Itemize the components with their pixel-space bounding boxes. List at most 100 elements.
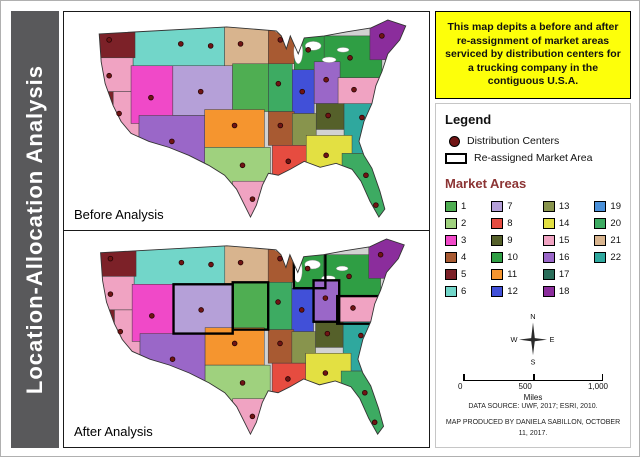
market-area-swatch xyxy=(542,286,555,297)
market-area-swatch xyxy=(445,286,457,297)
sidebar-title-bar: Location-Allocation Analysis xyxy=(11,11,59,448)
scale-unit-label: Miles xyxy=(523,393,543,402)
legend-panel: Legend Distribution Centers Re-assigned … xyxy=(435,103,631,448)
description-box: This map depits a before and after re-as… xyxy=(435,11,631,99)
compass-west-label: W xyxy=(511,335,518,344)
after-map-canvas xyxy=(66,233,427,445)
legend-title: Legend xyxy=(445,112,492,127)
before-map-panel: Before Analysis xyxy=(63,11,430,231)
market-area-item: 19 xyxy=(594,198,621,215)
compass-rose-icon: N W E S xyxy=(511,312,555,366)
market-area-number: 20 xyxy=(610,218,621,229)
scale-tick xyxy=(533,374,535,380)
market-area-item: 20 xyxy=(594,215,621,232)
market-area-item: 10 xyxy=(491,249,518,266)
market-area-number: 10 xyxy=(507,252,518,263)
market-area-item: 5 xyxy=(445,266,466,283)
market-area-swatch xyxy=(594,218,607,229)
after-map-label: After Analysis xyxy=(74,424,153,439)
market-area-item: 21 xyxy=(594,232,621,249)
reassigned-area-icon xyxy=(445,152,467,164)
market-area-swatch xyxy=(445,269,457,280)
scale-label-500: 500 xyxy=(518,382,532,391)
market-area-item: 4 xyxy=(445,249,466,266)
market-area-number: 15 xyxy=(558,235,570,246)
scale-tick xyxy=(463,374,465,380)
market-area-swatch xyxy=(542,269,555,280)
market-area-number: 18 xyxy=(558,286,570,297)
before-map-canvas xyxy=(66,14,427,228)
market-area-number: 14 xyxy=(558,218,570,229)
compass-south-label: S xyxy=(531,357,536,366)
market-area-swatch xyxy=(445,252,457,263)
credit-source: DATA SOURCE: UWF, 2017; ESRI, 2010. xyxy=(468,402,598,410)
compass-north-label: N xyxy=(530,312,535,321)
market-area-item: 6 xyxy=(445,283,466,300)
market-areas-title: Market Areas xyxy=(445,176,527,191)
market-area-swatch xyxy=(542,252,555,263)
distribution-centers-label: Distribution Centers xyxy=(467,135,560,147)
market-area-number: 8 xyxy=(507,218,513,229)
scale-labels: 0 500 1,000 xyxy=(458,382,608,391)
market-area-number: 2 xyxy=(461,218,467,229)
market-area-item: 3 xyxy=(445,232,466,249)
market-area-swatch xyxy=(491,286,504,297)
reassigned-area-label: Re-assigned Market Area xyxy=(474,152,593,164)
market-area-item: 22 xyxy=(594,249,621,266)
credits-block: DATA SOURCE: UWF, 2017; ESRI, 2010. MAP … xyxy=(444,396,622,440)
market-area-item: 12 xyxy=(491,283,518,300)
market-area-item: 11 xyxy=(491,266,518,283)
market-area-item: 18 xyxy=(542,283,570,300)
market-area-swatch xyxy=(542,218,555,229)
poster-title: Location-Allocation Analysis xyxy=(22,64,47,395)
market-area-swatch xyxy=(542,201,555,212)
market-area-swatch xyxy=(491,201,504,212)
market-area-number: 6 xyxy=(461,286,467,297)
market-area-number: 4 xyxy=(461,252,467,263)
market-area-number: 16 xyxy=(558,252,570,263)
market-area-number: 17 xyxy=(558,269,570,280)
scale-bar: 0 500 1,000 Miles xyxy=(458,374,608,402)
after-map-panel: After Analysis xyxy=(63,230,430,448)
market-area-number: 1 xyxy=(461,201,467,212)
market-area-number: 5 xyxy=(461,269,467,280)
market-area-item: 14 xyxy=(542,215,570,232)
market-area-number: 21 xyxy=(610,235,621,246)
market-area-swatch xyxy=(445,235,457,246)
scale-label-0: 0 xyxy=(458,382,463,391)
market-area-number: 11 xyxy=(507,269,518,280)
legend-row-reassigned: Re-assigned Market Area xyxy=(445,152,621,164)
market-area-swatch xyxy=(594,252,607,263)
market-area-number: 19 xyxy=(610,201,621,212)
scale-label-1000: 1,000 xyxy=(587,382,608,391)
scale-tick xyxy=(601,374,603,380)
market-area-swatch xyxy=(491,252,504,263)
market-area-item: 16 xyxy=(542,249,570,266)
before-map-label: Before Analysis xyxy=(74,207,164,222)
market-area-item: 1 xyxy=(445,198,466,215)
description-text: This map depits a before and after re-as… xyxy=(445,20,621,88)
market-area-swatch xyxy=(594,235,607,246)
market-area-item: 9 xyxy=(491,232,518,249)
market-area-swatch xyxy=(594,201,607,212)
market-area-number: 12 xyxy=(507,286,518,297)
market-area-swatch xyxy=(542,235,555,246)
market-area-swatch xyxy=(491,235,504,246)
market-area-item: 15 xyxy=(542,232,570,249)
market-areas-grid: 1 2 3 4 5 6 7 8 9 10 11 12 13 14 15 16 17 18 19 20 21 22 xyxy=(445,198,621,300)
legend-row-distribution-centers: Distribution Centers xyxy=(445,135,621,147)
market-area-number: 7 xyxy=(507,201,513,212)
market-area-number: 13 xyxy=(558,201,570,212)
market-area-swatch xyxy=(491,218,504,229)
scale-bar-line xyxy=(463,374,603,381)
market-area-item: 13 xyxy=(542,198,570,215)
market-area-item: 17 xyxy=(542,266,570,283)
credit-produced: MAP PRODUCED BY DANIELA SABILLON, OCTOBE… xyxy=(445,419,621,437)
market-area-swatch xyxy=(491,269,504,280)
market-area-item: 2 xyxy=(445,215,466,232)
market-area-item: 8 xyxy=(491,215,518,232)
market-area-item: 7 xyxy=(491,198,518,215)
compass-east-label: E xyxy=(549,335,554,344)
market-area-swatch xyxy=(445,218,457,229)
